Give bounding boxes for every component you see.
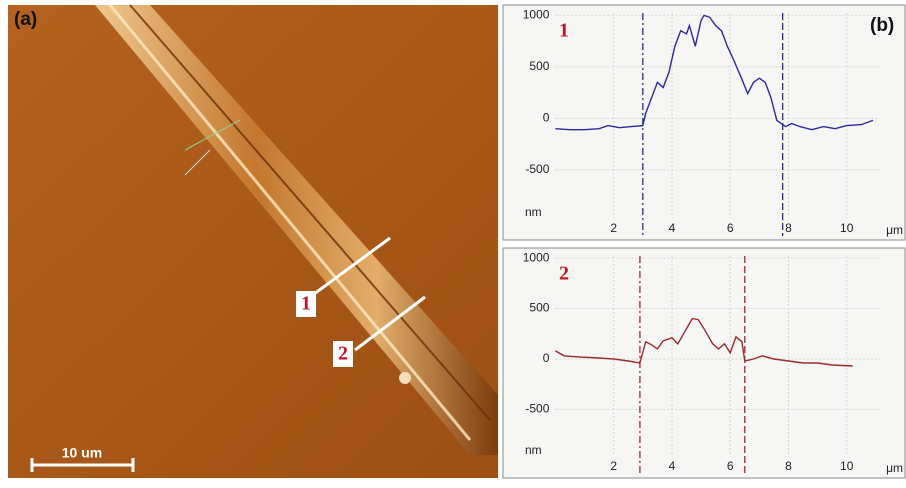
x-tick-label: 4 <box>669 459 676 473</box>
x-tick-label: 6 <box>727 221 734 235</box>
x-tick-label: 10 <box>840 221 854 235</box>
x-tick-label: 2 <box>610 459 617 473</box>
afm-image: 1 2 (a) 10 um <box>8 4 498 478</box>
profile-1-marker: 1 <box>301 293 311 315</box>
profile-2-marker: 2 <box>338 343 348 365</box>
y-tick-label: -500 <box>525 402 549 416</box>
y-tick-label: 1000 <box>523 250 550 264</box>
panel-label: (b) <box>870 15 894 36</box>
scale-bar-label: 10 um <box>62 445 102 461</box>
plot-background <box>502 247 906 479</box>
profile-line <box>555 317 853 367</box>
y-tick-label: 500 <box>529 59 549 73</box>
x-unit: μm <box>886 223 903 237</box>
profile-line <box>555 14 874 131</box>
plot-background <box>502 4 906 241</box>
chart-label: 1 <box>559 20 569 42</box>
panel-label: (a) <box>14 9 37 30</box>
y-unit: nm <box>525 205 542 219</box>
y-tick-label: -500 <box>525 162 549 176</box>
profile-chart: 1000 500 0 -500 2 4 6 8 10 nm μm 1 <box>502 4 906 241</box>
y-tick-label: 1000 <box>523 7 550 21</box>
chart-label: 2 <box>559 263 569 285</box>
y-unit: nm <box>525 443 542 457</box>
x-tick-label: 6 <box>727 459 734 473</box>
x-tick-label: 2 <box>610 221 617 235</box>
y-tick-label: 500 <box>529 301 549 315</box>
x-unit: μm <box>886 461 903 475</box>
x-tick-label: 10 <box>840 459 854 473</box>
x-tick-label: 8 <box>785 221 792 235</box>
x-tick-label: 4 <box>669 221 676 235</box>
y-tick-label: 0 <box>543 111 550 125</box>
profile-chart: 1000 500 0 -500 2 4 6 8 10 nm μm 2 <box>502 247 906 479</box>
y-tick-label: 0 <box>543 351 550 365</box>
x-tick-label: 8 <box>785 459 792 473</box>
